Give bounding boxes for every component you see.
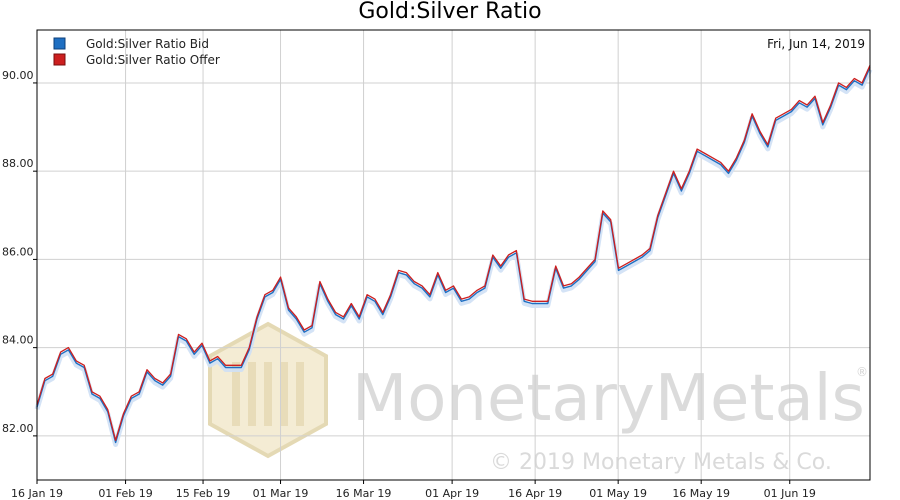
x-tick-label: 16 May 19	[672, 487, 730, 500]
legend-swatch-offer	[53, 53, 66, 66]
chart-title: Gold:Silver Ratio	[358, 0, 541, 24]
x-tick-label: 01 Mar 19	[253, 487, 309, 500]
legend-swatch-bid	[53, 37, 66, 50]
y-tick-label: 90.00	[2, 69, 34, 82]
legend-label-offer: Gold:Silver Ratio Offer	[86, 53, 220, 67]
x-tick-label: 16 Apr 19	[508, 487, 562, 500]
series-lines	[34, 65, 873, 447]
series-line-offer	[36, 65, 871, 441]
axes	[36, 29, 871, 481]
x-axis-ticks: 16 Jan 19 01 Feb 19 15 Feb 19 01 Mar 19 16 M…	[11, 480, 816, 500]
x-tick-label: 01 Jun 19	[764, 487, 816, 500]
monetary-metals-logo-icon	[208, 321, 328, 459]
legend-label-bid: Gold:Silver Ratio Bid	[86, 37, 209, 51]
watermark-brand: MonetaryMetals	[352, 362, 865, 436]
plot-frame	[36, 29, 871, 481]
x-tick-label: 01 Feb 19	[98, 487, 152, 500]
legend: Gold:Silver Ratio Bid Gold:Silver Ratio …	[53, 37, 220, 67]
y-tick-label: 84.00	[2, 334, 34, 347]
x-tick-label: 01 May 19	[589, 487, 647, 500]
watermark: MonetaryMetals ® © 2019 Monetary Metals …	[208, 321, 868, 475]
watermark-copyright: © 2019 Monetary Metals & Co.	[490, 450, 832, 475]
x-tick-label: 16 Mar 19	[336, 487, 392, 500]
x-tick-label: 15 Feb 19	[176, 487, 230, 500]
y-tick-label: 88.00	[2, 157, 34, 170]
date-label: Fri, Jun 14, 2019	[767, 37, 865, 51]
x-tick-label: 16 Jan 19	[11, 487, 63, 500]
y-tick-label: 86.00	[2, 245, 34, 258]
y-tick-label: 82.00	[2, 422, 34, 435]
legend-item-bid: Gold:Silver Ratio Bid	[53, 37, 209, 51]
x-tick-label: 01 Apr 19	[425, 487, 479, 500]
watermark-registered: ®	[856, 365, 868, 379]
legend-item-offer: Gold:Silver Ratio Offer	[53, 53, 220, 67]
y-axis-ticks: 82.00 84.00 86.00 88.00 90.00	[2, 69, 37, 437]
